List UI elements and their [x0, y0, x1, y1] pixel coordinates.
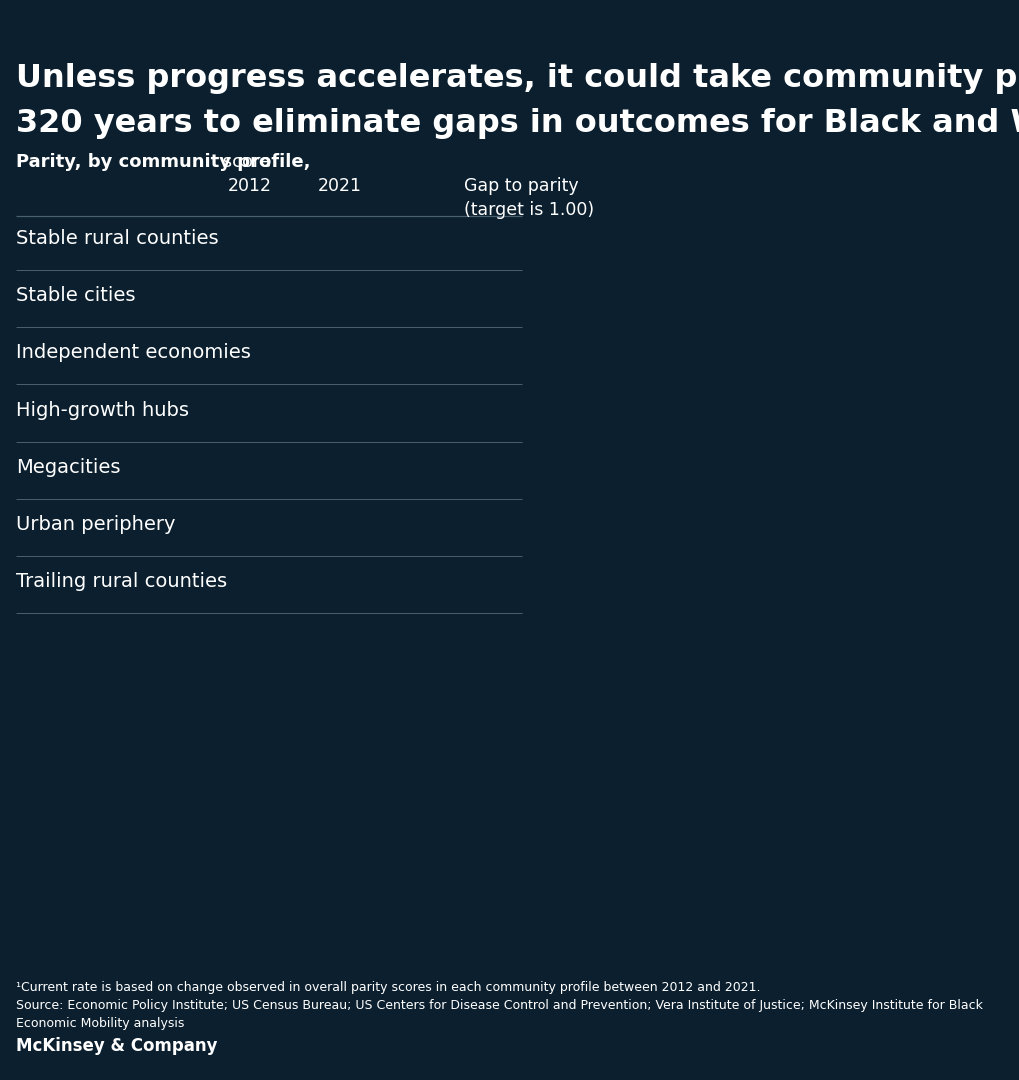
Text: Economic Mobility analysis: Economic Mobility analysis [16, 1017, 184, 1030]
Text: High-growth hubs: High-growth hubs [16, 401, 190, 420]
Text: Trailing rural counties: Trailing rural counties [16, 572, 227, 592]
Text: Independent economies: Independent economies [16, 343, 251, 363]
Text: 2021: 2021 [317, 177, 362, 195]
Text: ¹Current rate is based on change observed in overall parity scores in each commu: ¹Current rate is based on change observe… [16, 981, 760, 994]
Text: 2012: 2012 [227, 177, 272, 195]
Text: 320 years to eliminate gaps in outcomes for Black and White US residents.: 320 years to eliminate gaps in outcomes … [16, 108, 1019, 139]
Text: Megacities: Megacities [16, 458, 120, 477]
Text: Stable cities: Stable cities [16, 286, 136, 306]
Text: Gap to parity
(target is 1.00): Gap to parity (target is 1.00) [464, 177, 594, 219]
Text: score: score [217, 153, 271, 172]
Text: Urban periphery: Urban periphery [16, 515, 175, 535]
Text: Source: Economic Policy Institute; US Census Bureau; US Centers for Disease Cont: Source: Economic Policy Institute; US Ce… [16, 999, 982, 1012]
Text: Parity, by community profile,: Parity, by community profile, [16, 153, 311, 172]
Text: McKinsey & Company: McKinsey & Company [16, 1037, 218, 1055]
Text: Stable rural counties: Stable rural counties [16, 229, 219, 248]
Text: Unless progress accelerates, it could take community profiles between 110 to: Unless progress accelerates, it could ta… [16, 63, 1019, 94]
